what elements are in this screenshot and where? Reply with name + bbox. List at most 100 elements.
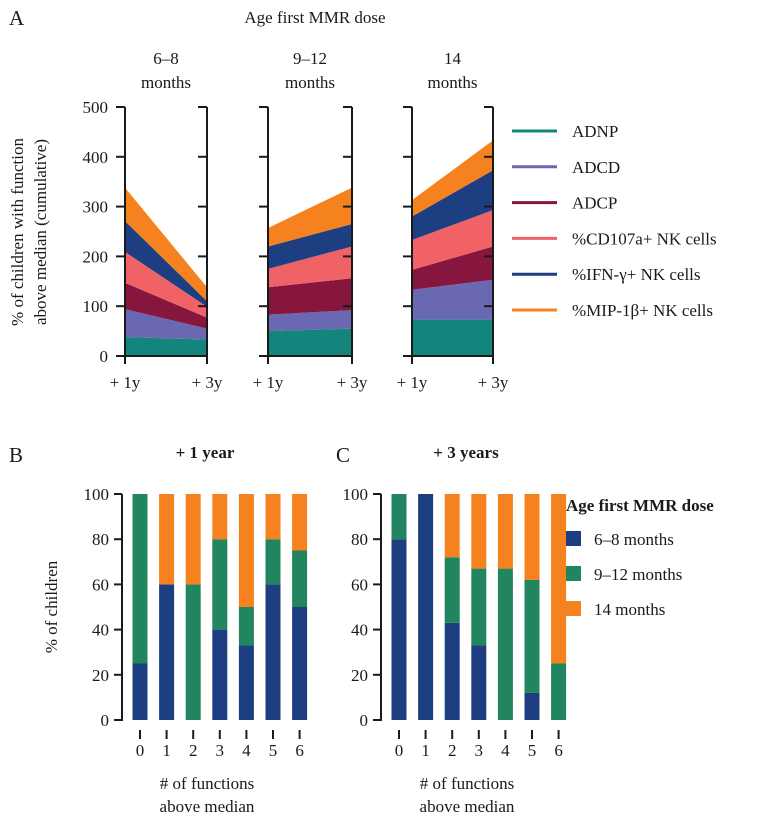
y-tick-label: 60 <box>351 575 368 594</box>
y-tick-label: 40 <box>92 621 109 640</box>
x-tick-label: + 1y <box>397 373 428 392</box>
bar-9-12-months <box>471 568 487 646</box>
panel-b-title: + 1 year <box>176 443 235 462</box>
area-cd107a <box>268 246 352 288</box>
bar-9-12-months <box>238 607 254 646</box>
bar-6-8-months <box>265 584 281 720</box>
y-tick-label: 80 <box>92 530 109 549</box>
panel-b-xlabel-line1: # of functions <box>160 774 254 793</box>
panel-a-legend: ADNP ADCD ADCP %CD107a+ NK cells %IFN-γ+ NK … <box>512 122 717 320</box>
facet-title-line1: 9–12 <box>293 49 327 68</box>
bar-9-12-months <box>265 539 281 585</box>
area-adnp <box>125 337 207 356</box>
legend-label-adnp: ADNP <box>572 122 618 141</box>
area-adcp <box>268 278 352 315</box>
panel-b-xlabel-line2: above median <box>160 797 255 816</box>
bar-9-12-months <box>292 550 308 607</box>
y-tick-label: 300 <box>83 198 109 217</box>
bar-6-8-months <box>418 494 434 720</box>
area-adcd <box>412 279 493 320</box>
legend-label-m6_8: 6–8 months <box>594 530 674 549</box>
x-tick-label: 4 <box>242 741 251 760</box>
panel-a-ylabel-line1: % of children with function <box>8 138 27 326</box>
facet-title-line2: months <box>427 73 477 92</box>
x-tick-label: 1 <box>162 741 171 760</box>
legend-label-mip1b: %MIP-1β+ NK cells <box>572 301 713 320</box>
area-ifng <box>412 170 493 240</box>
x-tick-label: 4 <box>501 741 510 760</box>
area-ifng <box>268 224 352 269</box>
panel-b-letter: B <box>9 443 23 467</box>
panel-c-xlabel-line1: # of functions <box>420 774 514 793</box>
area-ifng <box>125 221 207 307</box>
bar-9-12-months <box>497 568 513 720</box>
bar-6-8-months <box>292 607 308 720</box>
bar-6-8-months <box>444 622 460 720</box>
legend-label-m14: 14 months <box>594 600 665 619</box>
bar-14-months <box>265 494 281 540</box>
x-tick-label: + 3y <box>478 373 509 392</box>
area-adcd <box>125 309 207 340</box>
legend-label-adcd: ADCD <box>572 158 620 177</box>
bar-6-8-months <box>212 629 228 720</box>
x-tick-label: 2 <box>189 741 198 760</box>
facet-title-line2: months <box>141 73 191 92</box>
legend-swatch-m14 <box>566 601 581 616</box>
bar-6-8-months <box>132 663 148 720</box>
y-tick-label: 40 <box>351 621 368 640</box>
y-tick-label: 0 <box>101 711 110 730</box>
y-tick-label: 20 <box>92 666 109 685</box>
panel-b-ylabel: % of children <box>42 560 61 653</box>
x-tick-label: 0 <box>395 741 404 760</box>
legend-label-cd107a: %CD107a+ NK cells <box>572 229 717 248</box>
facet-title-line2: months <box>285 73 335 92</box>
x-tick-label: 5 <box>528 741 537 760</box>
y-tick-label: 200 <box>83 247 109 266</box>
bar-14-months <box>292 494 308 551</box>
x-tick-label: 3 <box>475 741 484 760</box>
panel-c-letter: C <box>336 443 350 467</box>
y-tick-label: 0 <box>100 347 109 366</box>
area-mip1b <box>412 140 493 217</box>
x-tick-label: 2 <box>448 741 457 760</box>
facet-1: 9–12 months + 1y + 3y <box>253 49 368 392</box>
legend-swatch-m9_12 <box>566 566 581 581</box>
bar-6-8-months <box>471 645 487 720</box>
legend-label-m9_12: 9–12 months <box>594 565 682 584</box>
y-tick-label: 100 <box>83 297 109 316</box>
y-tick-label: 80 <box>351 530 368 549</box>
x-tick-label: 0 <box>136 741 145 760</box>
legend-bc: 6–8 months 9–12 months 14 months <box>566 530 682 619</box>
panel-a-letter: A <box>9 6 25 30</box>
area-adnp <box>268 328 352 356</box>
facet-title-line1: 14 <box>444 49 462 68</box>
y-tick-label: 60 <box>92 575 109 594</box>
x-tick-label: 6 <box>295 741 304 760</box>
bar-6-8-months <box>391 539 407 720</box>
area-mip1b <box>268 187 352 247</box>
panel-a-chart: 6–8 months + 1y + 3y 9–12 months + 1y + 3y 14 mon… <box>83 49 509 392</box>
y-tick-label: 100 <box>343 485 369 504</box>
bar-14-months <box>444 494 460 558</box>
panel-c-xlabel-line2: above median <box>420 797 515 816</box>
area-cd107a <box>412 210 493 270</box>
bar-14-months <box>524 494 540 580</box>
area-adnp <box>412 319 493 356</box>
facet-0: 6–8 months + 1y + 3y <box>110 49 223 392</box>
x-tick-label: 5 <box>269 741 278 760</box>
legend-label-ifng: %IFN-γ+ NK cells <box>572 265 701 284</box>
area-cd107a <box>125 251 207 318</box>
bar-14-months <box>185 494 201 585</box>
panel-c-title: + 3 years <box>433 443 499 462</box>
bar-9-12-months <box>212 539 228 630</box>
bar-14-months <box>159 494 175 585</box>
bar-9-12-months <box>551 663 567 720</box>
bar-9-12-months <box>132 494 148 664</box>
bar-14-months <box>212 494 228 540</box>
y-tick-label: 500 <box>83 98 109 117</box>
bar-9-12-months <box>391 494 407 540</box>
legend-label-adcp: ADCP <box>572 194 617 213</box>
bar-9-12-months <box>524 579 540 693</box>
